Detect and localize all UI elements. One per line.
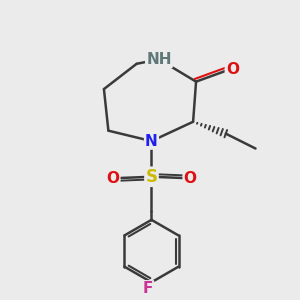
Text: O: O — [184, 171, 196, 186]
Text: O: O — [106, 171, 119, 186]
Text: F: F — [143, 281, 153, 296]
Text: N: N — [145, 134, 158, 148]
Text: S: S — [146, 168, 158, 186]
Text: O: O — [226, 62, 239, 77]
Text: NH: NH — [146, 52, 172, 67]
